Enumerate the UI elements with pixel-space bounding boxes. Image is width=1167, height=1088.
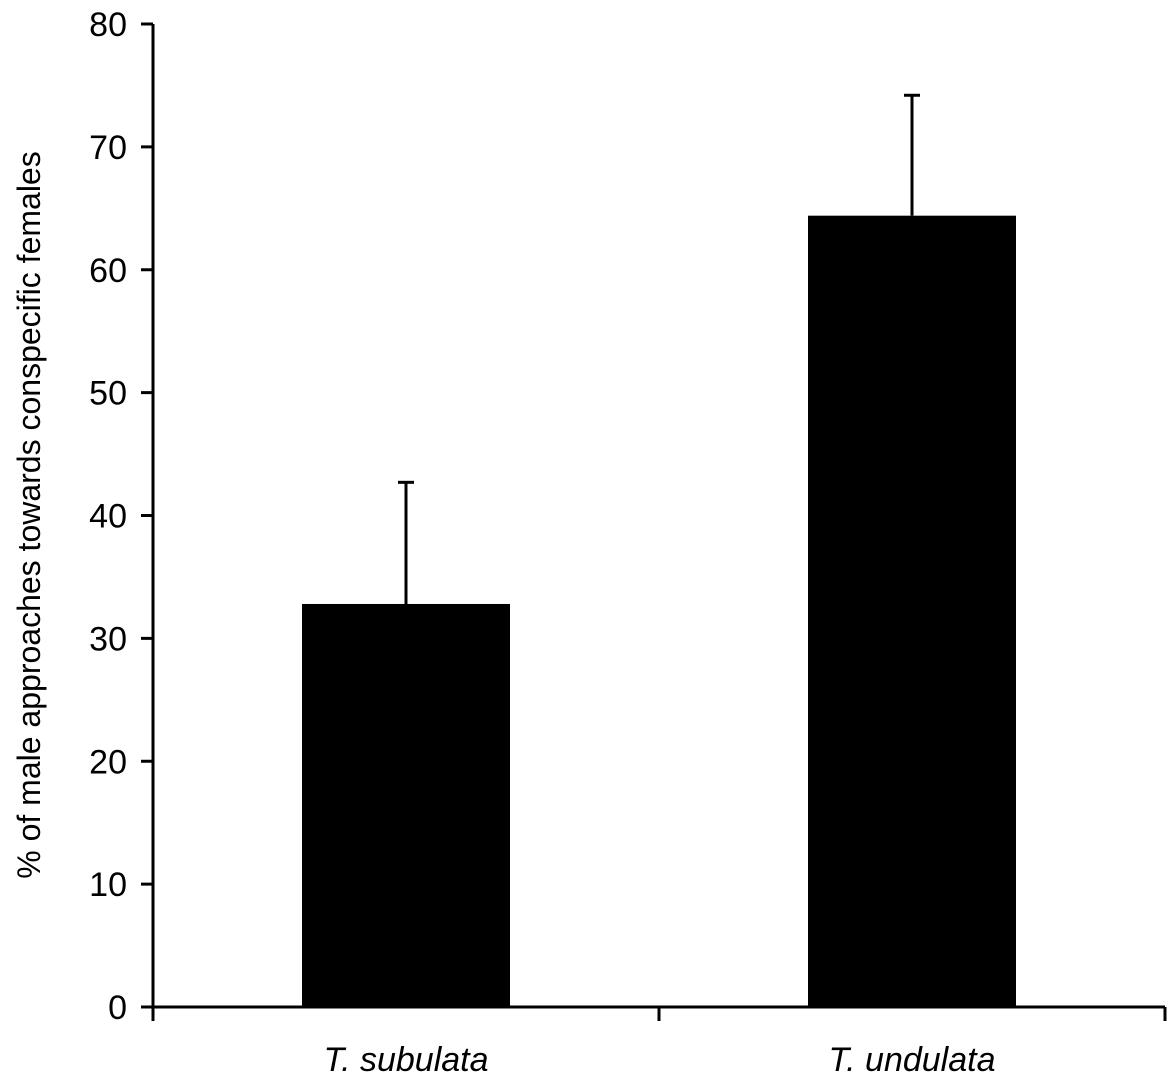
bar [808,215,1016,1007]
y-tick-label: 20 [89,743,127,781]
y-tick-label: 0 [108,989,127,1027]
x-category-label: T. subulata [323,1041,488,1079]
y-ticks-layer: 0 10 20 30 40 50 60 70 80 [89,6,153,1027]
y-tick-label: 50 [89,375,127,413]
y-axis-title: % of male approaches towards conspecific… [11,151,47,878]
bars-layer [302,215,1016,1007]
y-tick-label: 40 [89,498,127,536]
x-category-label: T. undulata [829,1041,996,1079]
x-ticks-layer: T. subulata T. undulata [151,1007,1167,1079]
y-tick-label: 60 [89,252,127,290]
error-bars-layer [398,93,920,604]
bar [302,603,510,1007]
y-tick-label: 70 [89,129,127,167]
y-tick-label: 30 [89,620,127,658]
y-tick-label: 80 [89,6,127,44]
y-tick-label: 10 [89,866,127,904]
